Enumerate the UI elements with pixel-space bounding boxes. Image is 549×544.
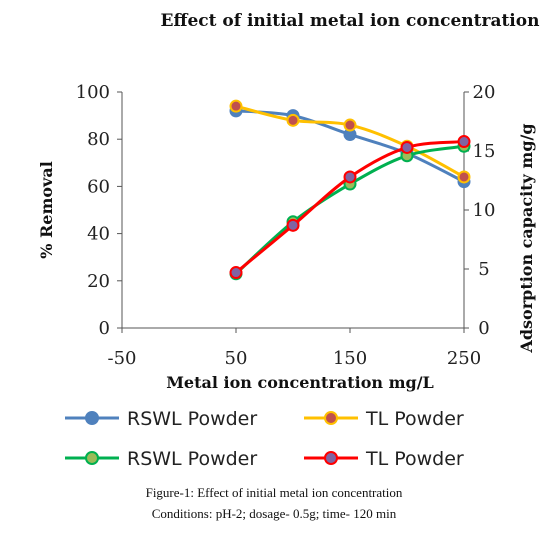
legend-marker	[85, 451, 99, 465]
series-line-2	[235, 104, 465, 179]
right-y-tick-label: 15	[473, 141, 496, 162]
left-y-tick-label: 0	[99, 318, 110, 339]
left-y-tick-label: 20	[87, 271, 110, 292]
figure-caption-line-1: Figure-1: Effect of initial metal ion co…	[146, 485, 403, 500]
legend-label: RSWL Powder	[127, 408, 257, 430]
series-4-point	[229, 266, 243, 280]
series-2-point	[286, 113, 300, 127]
series-4-point	[343, 170, 357, 184]
series-line-4	[235, 140, 465, 274]
legend-marker	[324, 451, 338, 465]
left-y-axis-label: % Removal	[37, 161, 56, 259]
legend-marker	[324, 411, 338, 425]
right-y-tick-label: 10	[473, 200, 496, 221]
x-tick-label: 250	[447, 348, 481, 369]
right-y-tick-label: 5	[478, 259, 489, 280]
x-axis-ticks: -50 50 150 250	[108, 328, 481, 369]
legend-label: TL Powder	[365, 408, 464, 430]
series-4-point	[286, 218, 300, 232]
legend-label: TL Powder	[365, 448, 464, 470]
legend-marker	[85, 411, 99, 425]
x-axis-label: Metal ion concentration mg/L	[166, 373, 434, 392]
series-4-point	[400, 140, 414, 154]
right-y-axis-label: Adsorption capacity mg/g	[517, 123, 536, 353]
series-4-point	[457, 135, 471, 149]
left-y-tick-label: 40	[87, 224, 110, 245]
chart-title: Effect of initial metal ion concentratio…	[161, 11, 540, 31]
plot-area	[229, 99, 471, 281]
series-2-point	[457, 170, 471, 184]
legend: RSWL Powder TL Powder RSWL Powder TL Powder	[65, 408, 464, 470]
series-2-point	[343, 118, 357, 132]
legend-label: RSWL Powder	[127, 448, 257, 470]
left-y-tick-label: 60	[87, 176, 110, 197]
left-y-axis-ticks: 0 20 40 60 80 100	[76, 82, 122, 339]
figure-caption-line-2: Conditions: pH-2; dosage- 0.5g; time- 12…	[152, 506, 397, 521]
left-y-tick-label: 80	[87, 129, 110, 150]
right-y-tick-label: 0	[478, 318, 489, 339]
x-tick-label: 50	[225, 348, 248, 369]
right-y-axis-ticks: 0 5 10 15 20	[464, 82, 495, 339]
right-y-tick-label: 20	[473, 82, 496, 103]
left-y-tick-label: 100	[76, 82, 110, 103]
series-2-point	[229, 99, 243, 113]
x-tick-label: 150	[333, 348, 367, 369]
x-tick-label: -50	[108, 348, 137, 369]
